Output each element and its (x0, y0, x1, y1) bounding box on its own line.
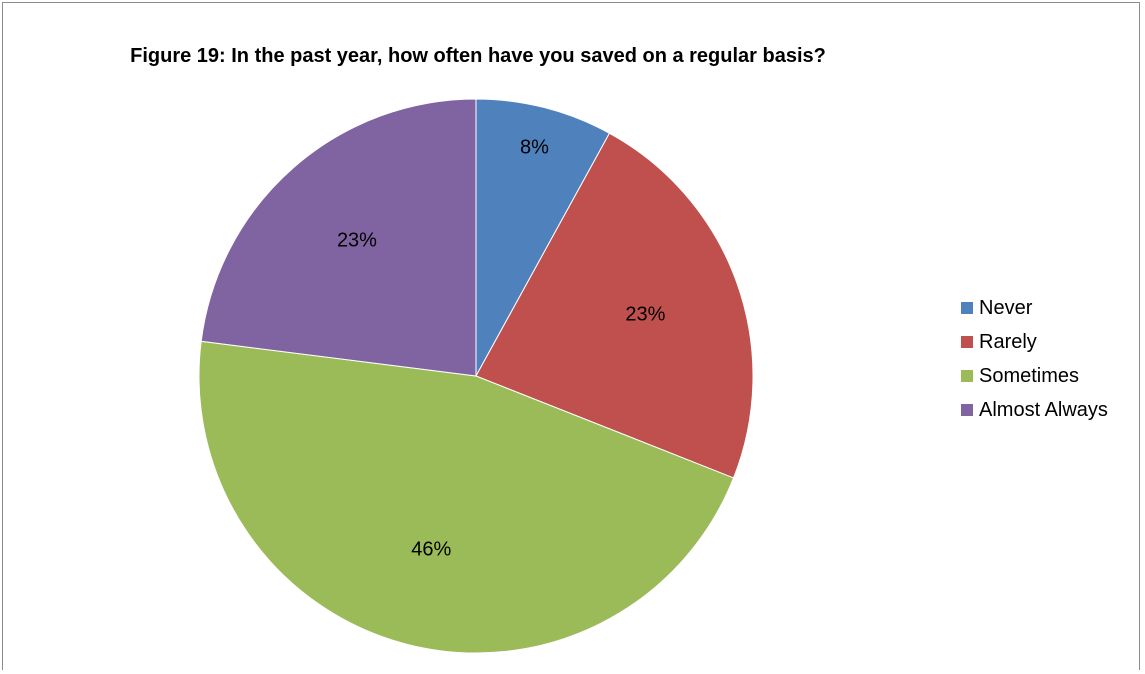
pie-slice-never (475, 98, 611, 377)
data-label-never: 8% (520, 137, 549, 159)
legend-label-never: Never (979, 296, 1033, 319)
data-label-almost-always: 23% (337, 229, 377, 251)
legend-swatch-never (961, 302, 973, 314)
pie-slice-rarely (475, 132, 754, 479)
legend-swatch-rarely (961, 336, 973, 348)
pie-slice-almost-always (200, 98, 477, 377)
legend-item-rarely: Rarely (961, 325, 1108, 359)
chart-legend: Never Rarely Sometimes Almost Always (961, 291, 1108, 427)
data-label-rarely: 23% (625, 303, 665, 325)
legend-item-sometimes: Sometimes (961, 359, 1108, 393)
data-label-sometimes: 46% (411, 539, 451, 561)
legend-label-sometimes: Sometimes (979, 364, 1080, 387)
pie-chart: 8% 23% 46% 23% (198, 98, 754, 654)
legend-swatch-sometimes (961, 370, 973, 382)
pie-slice-sometimes (198, 340, 735, 654)
legend-item-almost-always: Almost Always (961, 393, 1108, 427)
legend-label-rarely: Rarely (979, 330, 1037, 353)
legend-item-never: Never (961, 291, 1108, 325)
legend-swatch-almost-always (961, 404, 973, 416)
chart-title: Figure 19: In the past year, how often h… (130, 45, 826, 67)
legend-label-almost-always: Almost Always (979, 398, 1108, 421)
